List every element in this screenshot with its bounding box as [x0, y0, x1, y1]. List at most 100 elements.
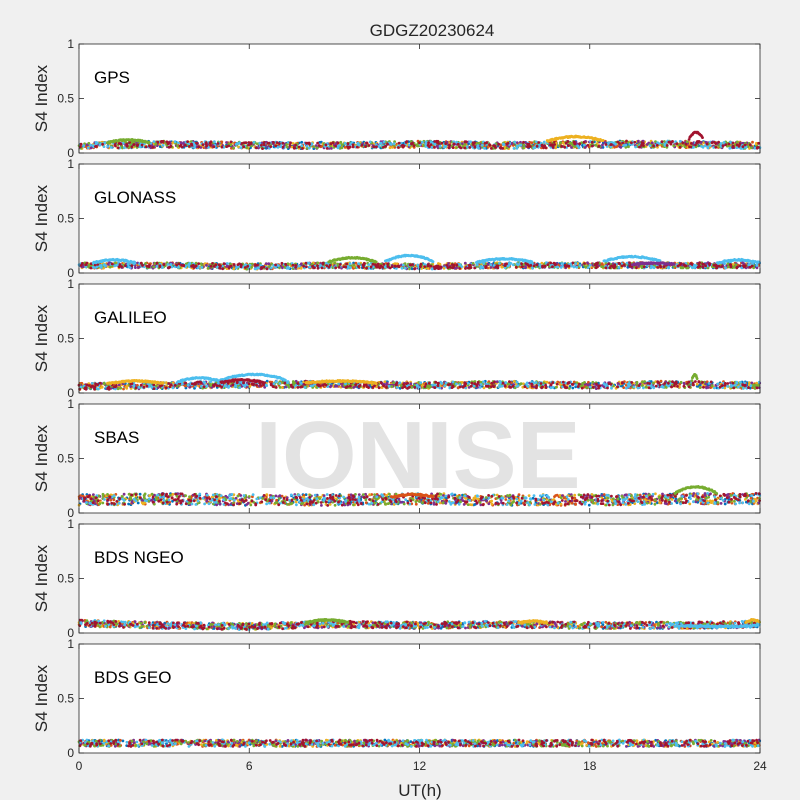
data-point — [211, 262, 214, 265]
data-point — [312, 145, 316, 149]
data-point — [386, 142, 389, 146]
data-point — [260, 266, 263, 269]
data-point — [316, 264, 319, 268]
data-point — [583, 143, 586, 147]
data-point — [278, 142, 281, 146]
data-point — [193, 146, 196, 149]
data-point — [578, 142, 581, 146]
data-point — [452, 142, 456, 146]
data-point — [325, 264, 329, 267]
data-point — [369, 265, 373, 269]
data-point — [329, 142, 333, 146]
data-point — [130, 264, 134, 267]
data-point — [638, 145, 641, 149]
data-point — [433, 146, 436, 149]
data-point — [435, 141, 439, 144]
data-point — [640, 141, 644, 145]
data-point — [367, 263, 371, 267]
data-point — [595, 262, 598, 265]
data-point — [357, 262, 361, 265]
data-point — [714, 142, 718, 146]
data-point — [123, 146, 126, 150]
data-point — [710, 141, 714, 145]
data-point — [549, 261, 552, 265]
data-point — [714, 145, 718, 149]
data-point — [702, 263, 705, 266]
data-point — [717, 140, 720, 144]
data-point — [469, 140, 472, 144]
data-point — [463, 143, 467, 146]
data-point — [685, 140, 689, 144]
data-point — [750, 146, 753, 150]
data-point — [693, 266, 696, 269]
data-point — [728, 263, 732, 266]
data-point — [262, 141, 266, 145]
data-point — [566, 140, 570, 143]
data-point — [140, 143, 144, 147]
data-point — [79, 145, 82, 149]
data-point — [285, 143, 288, 147]
data-point — [124, 264, 127, 268]
data-point — [554, 146, 557, 150]
data-point — [308, 142, 311, 146]
data-point — [630, 141, 633, 145]
data-point — [232, 267, 236, 271]
data-point — [297, 145, 301, 149]
data-point — [610, 143, 613, 146]
data-point — [702, 141, 706, 145]
data-point — [747, 263, 751, 267]
data-point — [736, 265, 739, 269]
data-point — [583, 262, 586, 265]
data-point — [343, 141, 347, 145]
data-point — [411, 141, 414, 145]
data-point — [681, 266, 685, 270]
data-point — [290, 145, 294, 149]
data-point — [583, 146, 587, 149]
data-point — [156, 140, 160, 144]
data-point — [340, 146, 344, 150]
data-point — [419, 262, 423, 266]
data-point — [543, 144, 546, 148]
data-point — [274, 263, 277, 267]
data-point — [553, 143, 556, 146]
data-point — [601, 146, 605, 149]
data-point — [391, 146, 394, 149]
data-point — [401, 263, 405, 267]
data-point — [89, 146, 93, 150]
data-point — [367, 144, 371, 147]
data-point — [404, 266, 407, 270]
data-point — [727, 142, 731, 146]
data-point — [420, 140, 424, 144]
data-point — [342, 265, 346, 269]
data-point — [302, 264, 305, 268]
data-point — [463, 261, 467, 265]
data-point — [310, 142, 314, 146]
y-tick-label: 0.5 — [57, 212, 74, 226]
data-point — [578, 264, 582, 267]
data-point — [433, 142, 437, 146]
data-point — [695, 141, 699, 145]
data-point — [601, 143, 604, 147]
data-point — [731, 141, 735, 145]
data-point — [397, 146, 400, 149]
data-point — [375, 265, 379, 269]
data-point — [515, 262, 519, 266]
data-point — [412, 144, 416, 148]
data-point — [625, 139, 628, 143]
data-point — [738, 142, 742, 146]
data-point — [94, 145, 98, 148]
data-point — [256, 263, 259, 267]
data-point — [255, 146, 258, 150]
data-point — [266, 141, 270, 145]
data-point — [173, 140, 177, 144]
data-point — [530, 261, 534, 265]
data-point — [194, 264, 198, 268]
data-point — [452, 264, 456, 267]
data-point — [701, 265, 705, 269]
data-point — [390, 265, 394, 268]
data-point — [512, 147, 516, 150]
data-point — [357, 265, 360, 268]
data-point — [334, 266, 338, 270]
